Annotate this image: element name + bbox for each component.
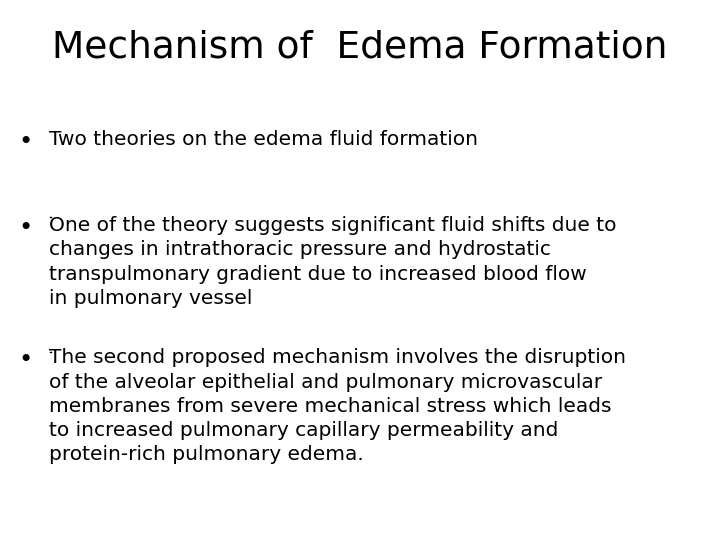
- Text: •: •: [19, 348, 33, 372]
- Text: Two theories on the edema fluid formation: Two theories on the edema fluid formatio…: [49, 130, 478, 148]
- Text: •: •: [19, 216, 33, 240]
- Text: Mechanism of  Edema Formation: Mechanism of Edema Formation: [53, 30, 667, 66]
- Text: One of the theory suggests significant fluid shifts due to
changes in intrathora: One of the theory suggests significant f…: [49, 216, 616, 308]
- Text: The second proposed mechanism involves the disruption
of the alveolar epithelial: The second proposed mechanism involves t…: [49, 348, 626, 464]
- Text: •: •: [19, 130, 33, 153]
